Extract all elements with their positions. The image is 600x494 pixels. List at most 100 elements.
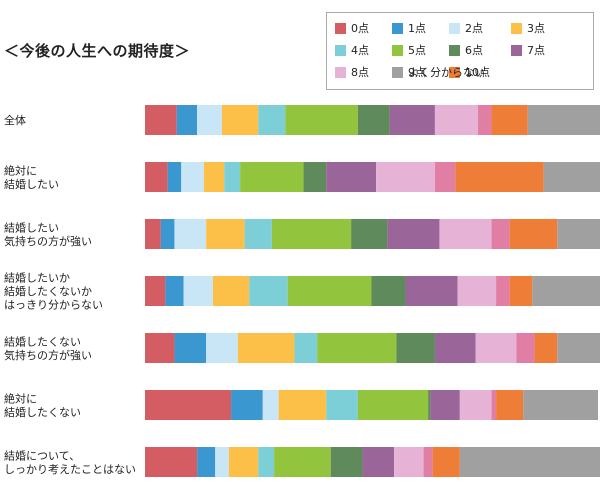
bar-segment	[439, 219, 492, 249]
legend-label: 0点	[351, 22, 369, 35]
bar-segment	[394, 447, 424, 477]
bar-segment	[557, 333, 600, 363]
legend-item: 6点	[449, 43, 483, 57]
legend-label: 8点	[351, 66, 369, 79]
bar-segment	[534, 333, 558, 363]
bar-segment	[376, 162, 435, 192]
bar-segment	[432, 447, 460, 477]
bar-segment	[387, 219, 440, 249]
legend-label: 6点	[465, 44, 483, 57]
legend-item: 4点	[335, 43, 369, 57]
bar-segment	[496, 390, 524, 420]
legend-label: 7点	[527, 44, 545, 57]
bar-segment	[167, 162, 182, 192]
legend-label: よく分からない	[408, 66, 485, 79]
bar-segment	[557, 219, 600, 249]
bar-segment	[357, 105, 390, 135]
bar-segment	[287, 276, 372, 306]
category-label: はっきり分からない	[4, 299, 103, 312]
chart-legend: 0点 1点 2点 3点 4点 5点 6点 7点 8点 9点 10点 よく分からない	[326, 12, 594, 90]
legend-swatch	[392, 66, 403, 78]
legend-label: 4点	[351, 44, 369, 57]
bar-segment	[271, 219, 352, 249]
chart-title: ＜今後の人生への期待度＞	[4, 42, 191, 60]
category-label: 結婚したいか	[4, 271, 70, 285]
bar-segment	[165, 276, 184, 306]
bar-segment	[285, 105, 358, 135]
legend-swatch	[335, 22, 346, 34]
bar-segment	[249, 276, 288, 306]
bar-segment	[228, 447, 259, 477]
bar-segment	[455, 162, 544, 192]
bar-segment	[434, 333, 476, 363]
legend-item: よく分からない	[392, 65, 485, 79]
bar-segment	[527, 105, 600, 135]
bar-segment	[362, 447, 395, 477]
bar-segment	[197, 105, 222, 135]
bar-segment	[231, 390, 263, 420]
bar-segment	[244, 219, 272, 249]
bar-segment	[160, 219, 175, 249]
bar-segment	[491, 219, 510, 249]
bar-segment	[212, 276, 250, 306]
bar-segment	[145, 447, 198, 477]
bar-segment	[371, 276, 406, 306]
bar-segment	[240, 162, 304, 192]
bar-segment	[197, 447, 216, 477]
bar-segment	[203, 162, 225, 192]
category-label: 結婚したくない	[4, 334, 81, 348]
bar-segment	[477, 105, 492, 135]
legend-swatch	[392, 44, 403, 56]
category-label: 絶対に	[4, 163, 37, 177]
legend-item: 8点	[335, 65, 369, 79]
bar-segment	[278, 390, 327, 420]
category-label: 気持ちの方が強い	[4, 234, 92, 248]
bar-segment	[145, 105, 177, 135]
bar-segment	[326, 162, 377, 192]
category-label: 結婚したい	[4, 220, 59, 234]
legend-item: 10点	[449, 65, 490, 79]
category-label: 結婚したい	[4, 177, 59, 191]
legend-label: 10点	[465, 66, 490, 79]
bar-segment	[351, 219, 388, 249]
bar-segment	[523, 390, 598, 420]
category-label: 結婚について、	[4, 448, 80, 462]
legend-item: 2点	[449, 21, 483, 35]
bar-segment	[496, 276, 510, 306]
category-label: 全体	[4, 113, 26, 127]
bar-segment	[330, 447, 363, 477]
legend-label: 9点	[408, 66, 426, 79]
bar-segment	[258, 447, 275, 477]
legend-swatch	[335, 44, 346, 56]
bar-segment	[183, 276, 213, 306]
bar-segment	[174, 219, 207, 249]
bar-segment	[145, 333, 175, 363]
bar-segment	[262, 390, 279, 420]
legend-swatch	[392, 22, 403, 34]
bar-segment	[206, 333, 238, 363]
legend-swatch	[449, 66, 460, 78]
bar-segment	[491, 105, 528, 135]
bar-segment	[543, 162, 600, 192]
bar-segment	[457, 276, 497, 306]
legend-label: 1点	[408, 22, 426, 35]
category-label: しっかり考えたことはない	[4, 463, 136, 476]
legend-item: 7点	[511, 43, 545, 57]
bar-segment	[430, 390, 460, 420]
bar-segment	[145, 219, 161, 249]
legend-swatch	[449, 22, 460, 34]
bar-segment	[532, 276, 600, 306]
bar-segment	[509, 219, 558, 249]
bar-segment	[516, 333, 535, 363]
bar-segment	[294, 333, 318, 363]
bar-segment	[206, 219, 245, 249]
bar-segment	[237, 333, 295, 363]
category-label: 絶対に	[4, 391, 37, 405]
bar-segment	[258, 105, 286, 135]
bar-segment	[224, 162, 241, 192]
bar-segment	[145, 390, 232, 420]
legend-label: 2点	[465, 22, 483, 35]
bar-segment	[459, 390, 492, 420]
legend-label: 5点	[408, 44, 426, 57]
